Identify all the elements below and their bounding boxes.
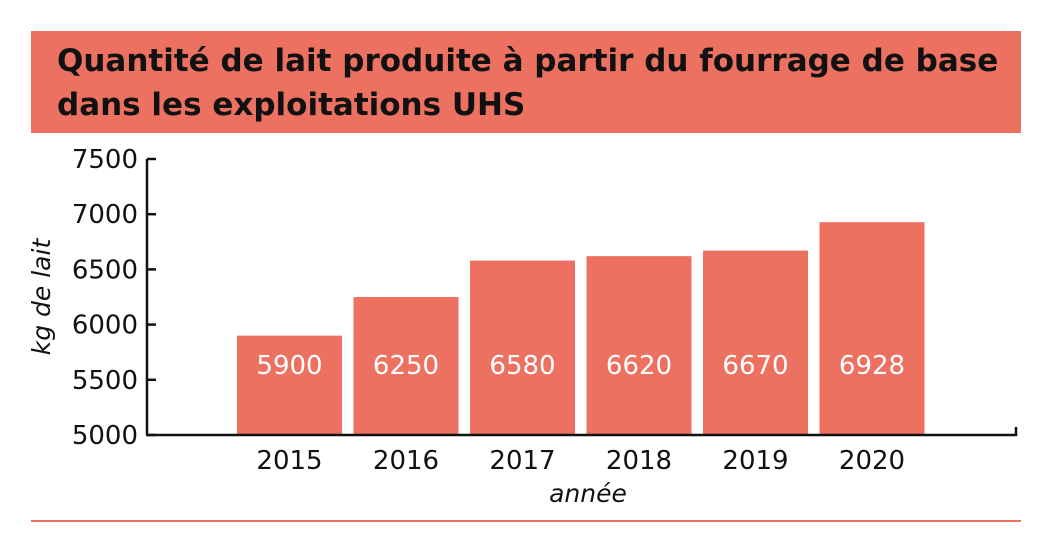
bar-value-label: 6250 — [373, 351, 439, 381]
bar-value-label: 6670 — [722, 351, 788, 381]
y-tick-label: 5000 — [72, 421, 138, 451]
y-tick-label: 6500 — [72, 255, 138, 285]
y-tick-label: 6000 — [72, 311, 138, 341]
x-tick-label: 2020 — [839, 446, 905, 476]
bar-2019 — [703, 250, 808, 435]
bar-2020 — [819, 222, 925, 435]
chart-title: Quantité de lait produite à partir du fo… — [57, 43, 999, 123]
bar-2017 — [470, 260, 575, 435]
bar-2016 — [353, 297, 459, 435]
axes-group — [145, 159, 1018, 437]
bar-2018 — [586, 256, 692, 435]
x-ticks-group: 2015 2016 2017 2018 2019 2020 — [256, 446, 905, 476]
x-tick-label: 2018 — [606, 446, 672, 476]
y-axis-label: kg de lait — [27, 238, 56, 356]
title-banner: Quantité de lait produite à partir du fo… — [31, 31, 1021, 133]
bars-group: 5900 6250 6580 6620 6670 6928 — [237, 222, 925, 435]
x-tick-label: 2019 — [722, 446, 788, 476]
y-tick-label: 7000 — [72, 200, 138, 230]
bottom-divider — [31, 520, 1021, 522]
bar-value-label: 6580 — [489, 351, 555, 381]
y-ticks-group: 5000 5500 6000 6500 7000 7500 — [72, 145, 156, 451]
y-tick-label: 7500 — [72, 145, 138, 175]
x-tick-label: 2015 — [256, 446, 322, 476]
x-axis-label: année — [549, 479, 627, 508]
bar-value-label: 6928 — [839, 351, 905, 381]
bar-2015 — [237, 335, 342, 435]
y-tick-label: 5500 — [72, 366, 138, 396]
bar-value-label: 6620 — [606, 351, 672, 381]
bar-value-label: 5900 — [256, 351, 322, 381]
x-tick-label: 2016 — [373, 446, 439, 476]
x-tick-label: 2017 — [489, 446, 555, 476]
